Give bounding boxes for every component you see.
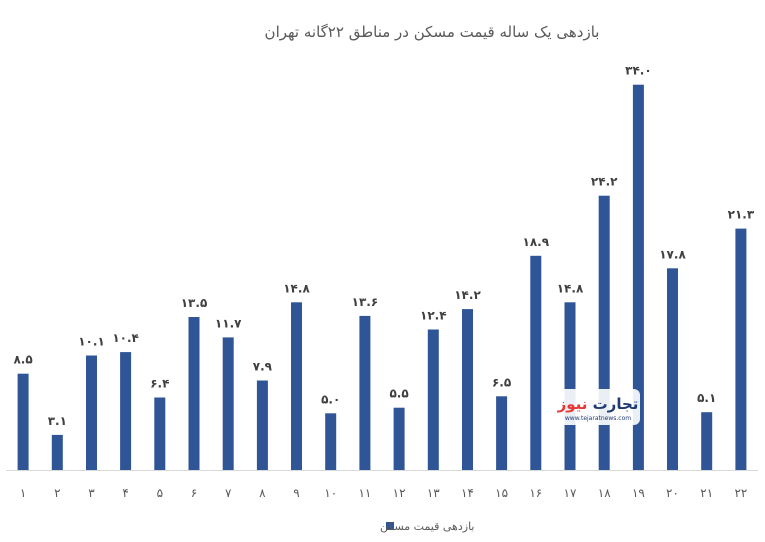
watermark-brand-part2: نیوز <box>557 395 588 413</box>
data-label-5: ۶.۴ <box>150 377 169 391</box>
bar-11 <box>359 315 371 470</box>
data-label-9: ۱۴.۸ <box>283 281 310 295</box>
x-tick-label-14: ۱۴ <box>461 486 474 500</box>
data-label-3: ۱۰.۱ <box>78 335 105 349</box>
data-label-8: ۷.۹ <box>253 360 273 374</box>
x-tick-label-4: ۴ <box>122 486 128 500</box>
x-tick-label-3: ۳ <box>88 486 95 500</box>
x-tick-label-7: ۷ <box>225 486 232 500</box>
data-label-17: ۱۴.۸ <box>557 281 584 295</box>
data-label-13: ۱۲.۴ <box>420 309 447 323</box>
x-tick-label-22: ۲۲ <box>734 486 747 500</box>
x-tick-label-1: ۱ <box>20 486 26 500</box>
data-label-22: ۲۱.۳ <box>728 208 755 222</box>
bar-13 <box>427 329 439 470</box>
data-label-20: ۱۷.۸ <box>659 247 686 261</box>
x-tick-label-10: ۱۰ <box>324 486 337 500</box>
data-label-15: ۶.۵ <box>492 375 511 389</box>
x-tick-label-21: ۲۱ <box>700 486 713 500</box>
x-tick-label-8: ۸ <box>259 486 266 500</box>
bar-14 <box>462 309 473 470</box>
data-label-10: ۵.۰ <box>321 392 340 406</box>
bar-10 <box>325 413 337 470</box>
data-label-14: ۱۴.۲ <box>454 288 481 302</box>
watermark-brand: تجارت نیوز <box>557 395 639 413</box>
data-label-11: ۱۳.۶ <box>352 295 379 309</box>
bar-22 <box>735 228 747 470</box>
x-tick-label-20: ۲۰ <box>666 486 679 500</box>
bar-16 <box>530 255 542 470</box>
x-tick-label-5: ۵ <box>157 486 163 500</box>
data-label-7: ۱۱.۷ <box>215 316 242 330</box>
x-tick-labels-group: ۱ ۲ ۳ ۴ ۵ ۶ ۷ ۸ ۹ ۱۰ ۱۱ ۱۲ ۱۳ ۱۴ ۱۵ ۱۶ ۱۷ ۱۸ ۱۹ ۲۰ ۲۱ ۲۲ <box>20 486 747 500</box>
data-label-2: ۳.۱ <box>48 414 67 428</box>
bar-19 <box>632 84 644 470</box>
bar-9 <box>291 302 302 470</box>
x-tick-label-17: ۱۷ <box>564 486 577 500</box>
bar-3 <box>86 355 97 470</box>
x-tick-label-2: ۲ <box>54 486 60 500</box>
data-label-18: ۲۴.۲ <box>591 175 618 189</box>
bar-20 <box>667 268 678 470</box>
x-tick-label-16: ۱۶ <box>529 486 542 500</box>
bar-18 <box>598 195 610 470</box>
legend-swatch <box>386 522 394 530</box>
watermark-logo: تجارت نیوز www.tejaratnews.com <box>556 389 640 425</box>
x-tick-label-19: ۱۹ <box>632 486 645 500</box>
bar-6 <box>188 317 200 470</box>
chart-title: بازدهی یک ساله قیمت مسکن در مناطق ۲۲گانه… <box>265 23 600 41</box>
bar-4 <box>120 352 132 470</box>
bar-1 <box>17 373 29 470</box>
data-label-16: ۱۸.۹ <box>523 235 550 249</box>
watermark-brand-part1: تجارت <box>593 395 639 413</box>
bar-15 <box>496 396 508 470</box>
data-label-19: ۳۴.۰ <box>625 64 652 78</box>
bars-group <box>17 84 747 470</box>
data-label-6: ۱۳.۵ <box>181 296 208 310</box>
data-label-1: ۸.۵ <box>13 353 32 367</box>
x-tick-label-9: ۹ <box>293 486 299 500</box>
bar-21 <box>701 412 713 470</box>
x-tick-label-6: ۶ <box>191 486 197 500</box>
data-label-4: ۱۰.۴ <box>112 331 139 345</box>
x-tick-label-15: ۱۵ <box>495 486 508 500</box>
data-labels-group: ۸.۵ ۳.۱ ۱۰.۱ ۱۰.۴ ۶.۴ ۱۳.۵ ۱۱.۷ ۷.۹ ۱۴.۸ ۵.۰ ۱۳.۶ ۵… <box>13 64 754 428</box>
bar-17 <box>564 302 576 470</box>
data-label-21: ۵.۱ <box>697 391 716 405</box>
watermark-site: www.tejaratnews.com <box>565 415 631 422</box>
x-tick-label-11: ۱۱ <box>358 486 371 500</box>
x-tick-label-13: ۱۳ <box>427 486 440 500</box>
legend: بازدهی قیمت مسکن <box>380 520 474 533</box>
bar-2 <box>51 434 63 470</box>
data-label-12: ۵.۵ <box>389 387 408 401</box>
bar-5 <box>154 397 166 470</box>
legend-label: بازدهی قیمت مسکن <box>380 520 474 533</box>
x-tick-label-12: ۱۲ <box>393 486 406 500</box>
bar-12 <box>393 407 405 470</box>
x-tick-label-18: ۱۸ <box>598 486 611 500</box>
bar-7 <box>222 337 234 470</box>
bar-8 <box>256 380 268 470</box>
